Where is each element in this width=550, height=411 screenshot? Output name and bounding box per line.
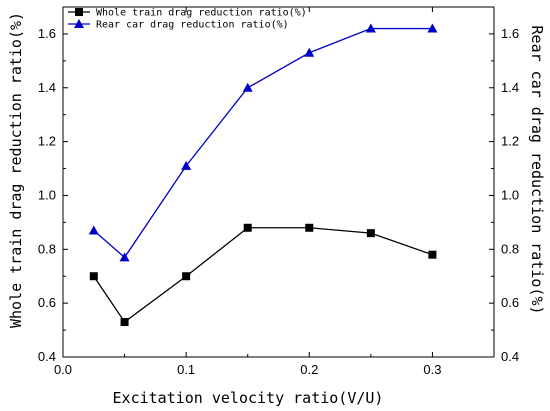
- legend-marker: [74, 19, 84, 28]
- series-0: [89, 223, 437, 326]
- y-left-tick-label: 0.4: [38, 349, 56, 364]
- y-axis-right-title: Rear car drag reduction ratio(%): [528, 26, 546, 315]
- legend-marker: [75, 8, 83, 16]
- data-point: [365, 23, 376, 33]
- y-left-tick-label: 1.2: [38, 134, 56, 149]
- data-point: [243, 223, 252, 232]
- legend-label: Whole train drag reduction ratio(%): [96, 8, 307, 19]
- data-point: [428, 250, 437, 259]
- x-tick-label: 0.1: [177, 362, 195, 377]
- y-right-tick-label: 1.2: [501, 134, 519, 149]
- y-left-tick-label: 1.0: [38, 187, 56, 202]
- data-point: [427, 23, 438, 33]
- x-axis-title: Excitation velocity ratio(V/U): [113, 389, 384, 407]
- data-point: [304, 47, 315, 57]
- y-axis-left-title: Whole train drag reduction ratio(%): [7, 12, 25, 328]
- data-point: [181, 160, 192, 170]
- data-point: [119, 252, 130, 262]
- series-1: [88, 23, 438, 262]
- y-left-tick-label: 0.8: [38, 241, 56, 256]
- legend-item-0: Whole train drag reduction ratio(%): [68, 8, 307, 19]
- y-right-tick-label: 0.6: [501, 295, 519, 310]
- data-point: [89, 272, 98, 281]
- y-right-tick-label: 1.6: [501, 26, 519, 41]
- plot-axes: 0.0 0.1 0.2 0.3 0.4 0.4 0.6 0.6 0.8 0.8 1.0 1.0 1.2 1…: [38, 6, 519, 377]
- series-layer: [88, 23, 438, 326]
- y-left-tick-label: 1.4: [38, 80, 56, 95]
- y-right-tick-label: 1.4: [501, 80, 519, 95]
- y-right-tick-label: 0.4: [501, 349, 519, 364]
- legend: Whole train drag reduction ratio(%)Rear …: [68, 8, 307, 31]
- legend-item-1: Rear car drag reduction ratio(%): [68, 19, 289, 31]
- x-tick-label: 0.3: [423, 362, 441, 377]
- series-line: [93, 27, 433, 259]
- y-right-tick-label: 1.0: [501, 187, 519, 202]
- data-point: [366, 229, 375, 238]
- legend-label: Rear car drag reduction ratio(%): [96, 20, 289, 31]
- y-right-tick-label: 0.8: [501, 241, 519, 256]
- data-point: [120, 318, 129, 326]
- data-point: [182, 272, 191, 281]
- series-line: [93, 227, 433, 323]
- x-tick-label: 0.2: [300, 362, 318, 377]
- x-tick-label: 0.0: [54, 362, 72, 377]
- data-point: [242, 82, 253, 92]
- data-point: [88, 225, 99, 235]
- plot-frame: [62, 6, 495, 358]
- data-point: [305, 223, 314, 232]
- y-left-tick-label: 0.6: [38, 295, 56, 310]
- y-left-tick-label: 1.6: [38, 26, 56, 41]
